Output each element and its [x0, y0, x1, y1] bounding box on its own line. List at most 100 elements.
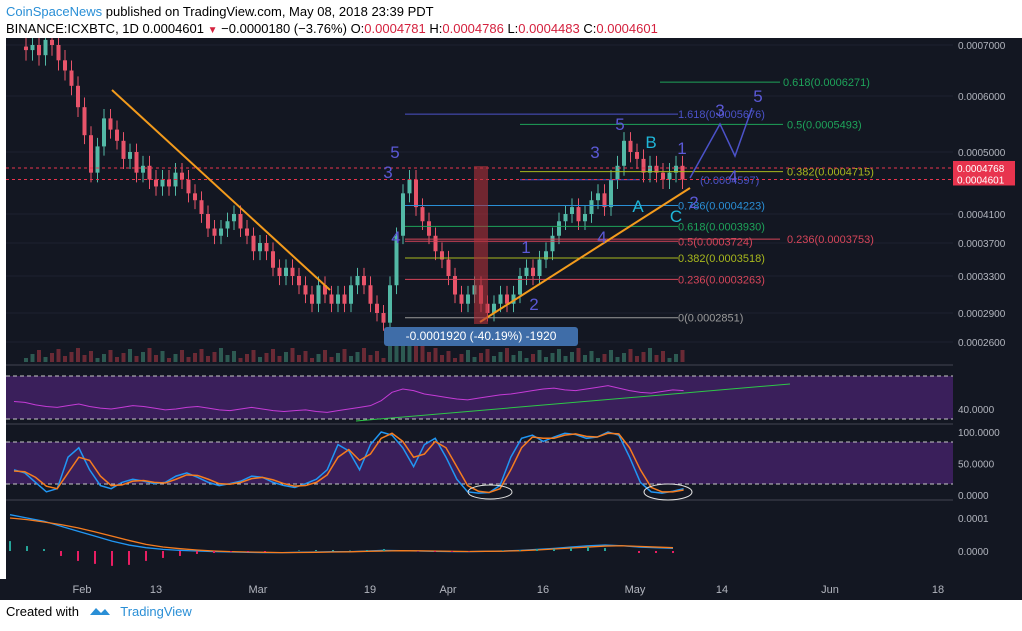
candle-body	[466, 294, 470, 304]
volume-bar	[193, 353, 197, 362]
time-tick-label: Jun	[821, 584, 839, 596]
candle-body	[30, 45, 35, 51]
candle-body	[102, 118, 106, 147]
volume-bar	[544, 357, 548, 362]
fib-level-label: 0(0.0002851)	[678, 313, 743, 325]
volume-bar	[368, 355, 373, 362]
volume-bar	[212, 352, 217, 362]
wave-count-label: A	[632, 197, 644, 216]
fib-level-label: (0.0004597)	[700, 175, 759, 187]
volume-bar	[310, 358, 314, 362]
volume-bar	[225, 355, 230, 362]
volume-bar	[609, 350, 613, 362]
volume-bar	[635, 356, 639, 362]
time-tick-label: May	[625, 584, 646, 596]
candle-body	[615, 165, 620, 180]
projected-wave-path	[689, 107, 753, 179]
published-text: published on TradingView.com, May 08, 20…	[105, 4, 434, 19]
time-tick-label: 13	[150, 584, 162, 596]
stoch-band	[6, 442, 953, 484]
chart-canvas[interactable]: 0.618(0.0006271) 1.618(0.0005676) 0.5(0.00…	[0, 38, 1022, 600]
low-value: 0.0004483	[518, 21, 580, 36]
volume-bar	[251, 350, 256, 362]
volume-bar	[602, 354, 607, 362]
time-tick-label: 19	[364, 584, 376, 596]
ohlc-line: BINANCE:ICXBTC, 1D 0.0004601 ▼ −0.000018…	[6, 21, 658, 36]
high-label: H:	[429, 21, 443, 36]
candle-body	[219, 228, 223, 236]
candle-body	[648, 165, 652, 173]
volume-bar	[472, 357, 477, 362]
candle-body	[37, 45, 41, 56]
volume-bar	[336, 353, 340, 362]
measure-highlight	[474, 166, 488, 324]
candle-body	[154, 179, 158, 187]
wave-count-label: 5	[615, 115, 624, 134]
wave-count-label: 2	[529, 295, 538, 314]
stoch-tick-label: 50.0000	[958, 460, 995, 471]
candle-body	[446, 259, 451, 276]
candle-body	[583, 214, 587, 222]
volume-bar	[479, 353, 483, 362]
candle-body	[531, 267, 535, 276]
rsi-tick-label: 40.0000	[958, 405, 995, 416]
wave-count-label: 4	[728, 167, 737, 186]
candle-body	[297, 276, 301, 286]
price-tick-label: 0.0003700	[958, 239, 1006, 250]
time-axis	[0, 579, 1022, 600]
price-change: −0.0000180 (−3.76%)	[221, 21, 347, 36]
author-link[interactable]: CoinSpaceNews	[6, 4, 103, 19]
volume-bar	[589, 351, 594, 362]
close-label: C:	[583, 21, 597, 36]
fib-level-label: 1.618(0.0005676)	[678, 109, 765, 121]
candle-body	[108, 118, 113, 130]
volume-bar	[401, 343, 405, 362]
volume-bar	[349, 356, 353, 362]
candle-body	[355, 276, 360, 286]
volume-bar	[89, 351, 93, 362]
candle-body	[303, 285, 308, 295]
volume-bar	[167, 358, 171, 362]
candle-body	[225, 221, 230, 229]
volume-bar	[674, 354, 678, 362]
candle-body	[498, 294, 503, 304]
volume-bar	[518, 351, 522, 362]
volume-bar	[277, 356, 282, 362]
candle-body	[544, 251, 548, 260]
volume-bar	[271, 349, 275, 362]
publish-line: CoinSpaceNews published on TradingView.c…	[6, 4, 434, 19]
candle-body	[576, 207, 581, 222]
volume-bar	[24, 358, 28, 362]
volume-bar	[505, 348, 509, 362]
last-price: 0.0004601	[142, 21, 204, 36]
volume-bar	[459, 354, 464, 362]
tradingview-link[interactable]: TradingView	[120, 604, 192, 619]
candle-body	[563, 214, 568, 222]
volume-bar	[498, 352, 503, 362]
candle-body	[667, 172, 672, 180]
volume-bar	[134, 356, 139, 362]
volume-bar	[680, 350, 685, 362]
candle-body	[368, 285, 373, 304]
fib-level-label: 0.236(0.0003753)	[787, 234, 874, 246]
volume-bar	[82, 355, 87, 362]
volume-bar	[43, 357, 48, 362]
time-tick-label: Feb	[73, 584, 92, 596]
candle-body	[56, 45, 61, 61]
candle-body	[414, 179, 418, 208]
fib-level-label: 0.5(0.0003724)	[678, 236, 753, 248]
candle-body	[277, 267, 282, 276]
candle-body	[440, 251, 444, 260]
candle-body	[89, 135, 93, 173]
wave-count-label: 3	[383, 163, 392, 182]
candle-body	[336, 294, 340, 304]
volume-bar	[186, 357, 191, 362]
candle-body	[661, 172, 665, 180]
volume-bar	[115, 357, 119, 362]
candle-body	[505, 294, 509, 304]
fib-level-label: 0.786(0.0004223)	[678, 201, 765, 213]
volume-bar	[303, 351, 308, 362]
symbol-label: BINANCE:ICXBTC, 1D	[6, 21, 139, 36]
volume-bar	[95, 358, 100, 362]
